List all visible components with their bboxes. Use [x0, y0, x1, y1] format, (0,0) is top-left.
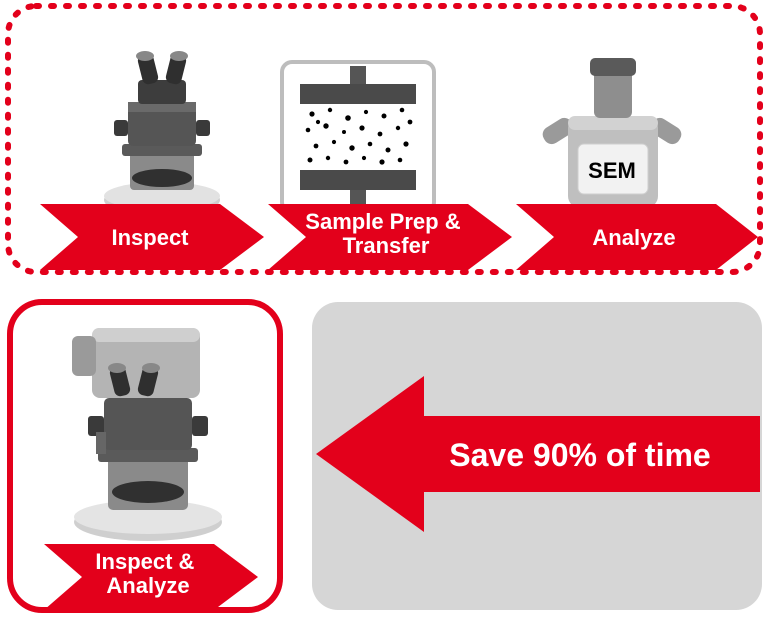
diagram-svg: SEM Inspect Sample Prep & Transfer Analy… — [0, 0, 768, 623]
arrow-inspect-analyze: Inspect & Analyze — [44, 544, 258, 610]
arrow-analyze: Analyze — [516, 204, 758, 270]
combined-instrument-icon — [72, 328, 222, 541]
arrow-sample-prep-label-l1: Sample Prep & — [305, 209, 460, 234]
sem-label: SEM — [588, 158, 636, 183]
arrow-inspect: Inspect — [40, 204, 264, 270]
svg-text:Inspect & Analyze: Inspect & Analyze — [95, 549, 200, 598]
arrow-inspect-label: Inspect — [111, 225, 189, 250]
arrow-inspect-analyze-l1: Inspect & — [95, 549, 194, 574]
arrow-sample-prep-label-l2: Transfer — [343, 233, 430, 258]
sem-icon: SEM — [540, 58, 685, 208]
arrow-analyze-label: Analyze — [592, 225, 675, 250]
microscope-icon — [104, 51, 220, 216]
save-time-label: Save 90% of time — [449, 437, 710, 473]
arrow-inspect-analyze-l2: Analyze — [106, 573, 189, 598]
arrow-sample-prep: Sample Prep & Transfer — [268, 204, 512, 270]
sample-prep-icon — [282, 62, 434, 212]
diagram-stage: SEM Inspect Sample Prep & Transfer Analy… — [0, 0, 768, 623]
